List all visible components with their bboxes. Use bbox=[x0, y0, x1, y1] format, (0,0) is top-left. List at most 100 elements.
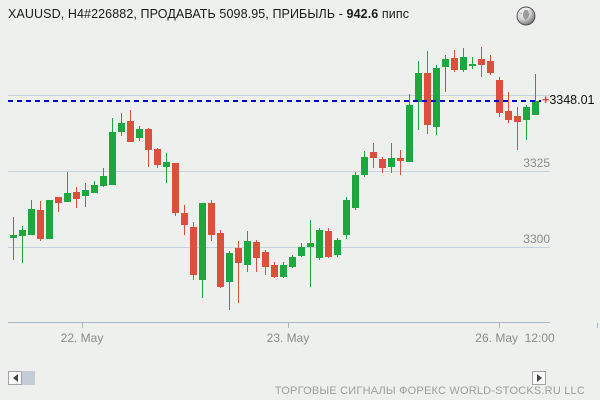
scroll-right-button[interactable] bbox=[532, 371, 546, 385]
x-axis-label: 26. May 12:00 bbox=[475, 331, 555, 345]
candle-body-up bbox=[225, 252, 233, 283]
scrollbar-thumb[interactable] bbox=[22, 371, 35, 385]
candle-body-up bbox=[351, 174, 359, 209]
candle-wick-up bbox=[66, 171, 68, 202]
candle-wick-up bbox=[309, 220, 311, 287]
candle-body-down bbox=[216, 233, 224, 287]
globe-icon[interactable] bbox=[516, 6, 536, 26]
candle-wick-down bbox=[399, 150, 401, 175]
candle-body-up bbox=[90, 184, 98, 194]
candle-body-down bbox=[396, 158, 404, 161]
candle-body-down bbox=[171, 162, 179, 214]
x-axis-tick bbox=[499, 323, 500, 328]
candle-body-down bbox=[261, 251, 269, 267]
candle-body-up bbox=[306, 243, 314, 247]
candle-body-up bbox=[414, 72, 422, 102]
candle-body-up bbox=[531, 101, 539, 115]
candle-wick-down bbox=[237, 240, 239, 303]
scroll-left-icon bbox=[12, 374, 18, 382]
candle-body-up bbox=[432, 67, 440, 127]
candle-body-down bbox=[252, 241, 260, 259]
candle-body-down bbox=[486, 60, 494, 74]
candle-body-down bbox=[423, 72, 431, 125]
price-axis-label: 3325 bbox=[523, 156, 550, 170]
candle-body-up bbox=[288, 257, 296, 267]
candle-body-up bbox=[81, 190, 89, 197]
candle-body-up bbox=[297, 246, 305, 257]
candle-body-up bbox=[117, 122, 125, 132]
candle-wick-up bbox=[534, 73, 536, 115]
candle-wick-up bbox=[525, 105, 527, 141]
candle-body-down bbox=[189, 226, 197, 275]
candle-body-up bbox=[405, 105, 413, 162]
candle-body-up bbox=[18, 230, 26, 237]
candle-wick-up bbox=[165, 153, 167, 184]
candle-body-down bbox=[72, 191, 80, 200]
x-axis-tick bbox=[288, 323, 289, 328]
candle-body-down bbox=[54, 196, 62, 204]
chart-title-suffix: пипс bbox=[378, 7, 410, 21]
candle-body-up bbox=[342, 200, 350, 235]
candle-body-down bbox=[369, 151, 377, 159]
candle-body-down bbox=[324, 231, 332, 257]
candle-body-up bbox=[441, 59, 449, 67]
x-axis-tick bbox=[82, 323, 83, 328]
candle-body-down bbox=[207, 202, 215, 235]
candle-body-up bbox=[333, 240, 341, 255]
x-axis-line bbox=[8, 322, 550, 323]
candle-body-up bbox=[9, 234, 17, 238]
candle-body-down bbox=[504, 110, 512, 121]
candle-body-down bbox=[477, 58, 485, 66]
candle-body-up bbox=[522, 106, 530, 121]
price-axis-label: 3300 bbox=[523, 231, 550, 246]
candle-wick-up bbox=[21, 225, 23, 264]
candle-body-up bbox=[387, 158, 395, 167]
current-price-value: 3348.01 bbox=[549, 93, 595, 108]
current-price-line bbox=[8, 100, 541, 103]
candle-body-down bbox=[495, 79, 503, 114]
x-axis-label: 23. May bbox=[266, 331, 310, 345]
watermark-signature: ТОРГОВЫЕ СИГНАЛЫ ФОРЕКС WORLD-STOCKS.RU … bbox=[274, 385, 585, 397]
candle-body-up bbox=[27, 209, 35, 235]
price-gridline bbox=[8, 246, 550, 248]
x-axis-tick bbox=[597, 323, 598, 328]
scroll-left-button[interactable] bbox=[8, 371, 22, 385]
candle-body-down bbox=[234, 248, 242, 264]
candle-body-down bbox=[450, 57, 458, 71]
candle-body-up bbox=[243, 241, 251, 265]
candle-body-down bbox=[144, 129, 152, 151]
price-gridline bbox=[8, 171, 550, 172]
candle-body-up bbox=[315, 230, 323, 259]
candle-wick-up bbox=[471, 56, 473, 70]
candle-body-down bbox=[36, 210, 44, 240]
candle-body-up bbox=[45, 200, 53, 239]
chart-title-text: XAUUSD, H4#226882, ПРОДАВАТЬ 5098.95, ПР… bbox=[8, 7, 347, 21]
candle-wick-up bbox=[444, 55, 446, 92]
candle-body-down bbox=[513, 116, 521, 122]
candle-body-up bbox=[198, 202, 206, 280]
price-marker-icon: + bbox=[542, 93, 550, 108]
scroll-right-icon bbox=[536, 374, 542, 382]
candle-body-up bbox=[162, 161, 170, 167]
candle-body-up bbox=[63, 192, 71, 202]
candle-body-up bbox=[459, 57, 467, 71]
candle-body-down bbox=[378, 158, 386, 168]
candle-body-up bbox=[360, 156, 368, 175]
candle-wick-down bbox=[57, 196, 59, 212]
candle-body-up bbox=[468, 64, 476, 66]
candle-body-up bbox=[108, 131, 116, 185]
x-axis-label: 22. May bbox=[60, 331, 104, 345]
candle-body-down bbox=[153, 149, 161, 165]
candle-body-up bbox=[279, 264, 287, 277]
candle-body-down bbox=[270, 264, 278, 277]
candle-wick-up bbox=[12, 217, 14, 260]
candle-body-down bbox=[126, 121, 134, 142]
chart-title: XAUUSD, H4#226882, ПРОДАВАТЬ 5098.95, ПР… bbox=[8, 7, 409, 21]
candle-body-down bbox=[180, 212, 188, 225]
price-gridline bbox=[8, 95, 550, 97]
candle-wick-down bbox=[516, 106, 518, 151]
current-price-tag: +3348.01 bbox=[542, 93, 595, 107]
candle-wick-down bbox=[507, 91, 509, 124]
